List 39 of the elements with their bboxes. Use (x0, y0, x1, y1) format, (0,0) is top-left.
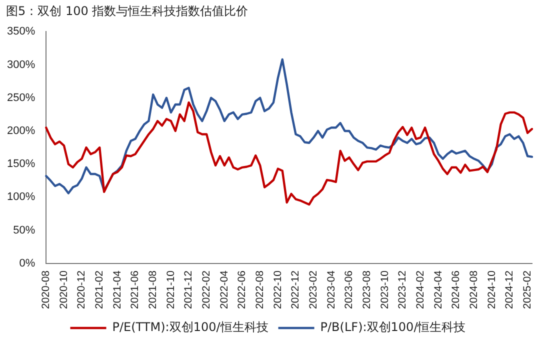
y-tick-label: 0% (19, 257, 36, 270)
x-tick-label: 2022-04 (218, 270, 230, 310)
y-tick-label: 300% (6, 58, 36, 71)
y-tick-label: 50% (13, 224, 36, 236)
x-tick-label: 2023-06 (343, 270, 356, 310)
y-tick-label: 200% (6, 125, 36, 137)
x-tick-label: 2023-04 (325, 270, 338, 310)
x-tick-label: 2024-12 (504, 270, 516, 310)
x-tick-label: 2020-08 (40, 270, 52, 310)
x-tick-label: 2021-08 (147, 270, 160, 310)
x-tick-label: 2022-12 (290, 270, 302, 310)
x-tick-label: 2022-10 (272, 270, 284, 310)
x-tick-label: 2023-02 (307, 270, 320, 310)
legend-label: P/B(LF):双创100/恒生科技 (320, 320, 466, 334)
x-tick-label: 2022-02 (200, 270, 212, 310)
y-tick-label: 100% (6, 191, 36, 204)
x-tick-label: 2023-08 (360, 270, 373, 310)
x-tick-label: 2024-04 (432, 270, 444, 310)
x-tick-label: 2024-10 (486, 270, 498, 310)
x-tick-label: 2022-06 (236, 270, 248, 310)
x-tick-label: 2020-10 (58, 270, 70, 310)
legend-label: P/E(TTM):双创100/恒生科技 (112, 320, 268, 334)
x-tick-label: 2021-04 (111, 270, 124, 310)
x-tick-label: 2024-06 (450, 270, 462, 310)
chart-title: 图5：双创 100 指数与恒生科技指数估值比价 (5, 3, 250, 20)
x-tick-label: 2021-06 (129, 270, 142, 310)
y-tick-label: 350% (6, 26, 36, 38)
x-tick-label: 2024-08 (468, 270, 480, 310)
x-tick-label: 2024-02 (414, 270, 426, 310)
x-tick-label: 2021-10 (164, 270, 177, 310)
x-tick-label: 2021-12 (182, 270, 195, 310)
y-tick-label: 250% (6, 92, 36, 104)
x-tick-label: 2023-10 (378, 270, 391, 310)
x-tick-label: 2025-02 (521, 270, 534, 310)
y-tick-label: 150% (6, 158, 36, 170)
x-tick-label: 2023-12 (396, 270, 409, 310)
x-tick-label: 2022-08 (254, 270, 266, 310)
x-tick-label: 2020-12 (76, 270, 88, 310)
x-tick-label: 2021-02 (94, 270, 106, 310)
